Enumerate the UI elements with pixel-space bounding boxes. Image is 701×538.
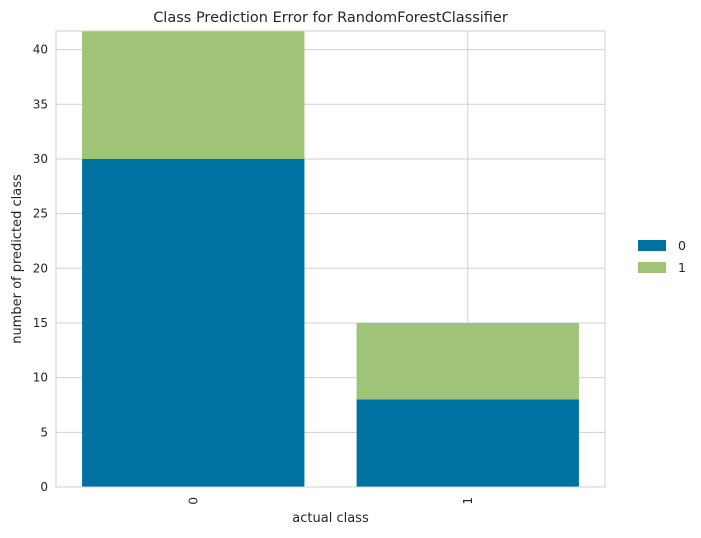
x-tick-label: 1 (461, 497, 475, 505)
bars-layer (82, 31, 579, 487)
y-tick-label: 5 (40, 425, 48, 439)
y-tick-label: 0 (40, 480, 48, 494)
x-tick-label: 0 (186, 497, 200, 505)
y-tick-label: 15 (33, 316, 48, 330)
legend-label-0: 0 (678, 238, 686, 253)
bar-actual-0-predicted-1 (82, 31, 305, 159)
plot-area-frame (55, 30, 606, 488)
bar-actual-1-predicted-1 (356, 322, 579, 400)
y-tick-labels: 0 5 10 15 20 25 30 35 40 (33, 43, 48, 494)
y-tick-label: 20 (33, 261, 48, 275)
y-tick-label: 30 (33, 152, 48, 166)
chart-title: Class Prediction Error for RandomForestC… (153, 10, 508, 26)
legend-swatch-1 (638, 262, 666, 273)
y-tick-label: 40 (33, 43, 48, 57)
legend: 01 (638, 238, 686, 275)
y-tick-label: 25 (33, 207, 48, 221)
legend-label-1: 1 (678, 260, 686, 275)
legend-swatch-0 (638, 240, 666, 251)
bar-actual-0-predicted-0 (82, 158, 305, 487)
y-tick-label: 10 (33, 371, 48, 385)
bar-actual-1-predicted-0 (356, 399, 579, 487)
y-tick-label: 35 (33, 97, 48, 111)
y-axis-label: number of predicted class (10, 174, 25, 344)
x-axis-label: actual class (292, 511, 369, 526)
